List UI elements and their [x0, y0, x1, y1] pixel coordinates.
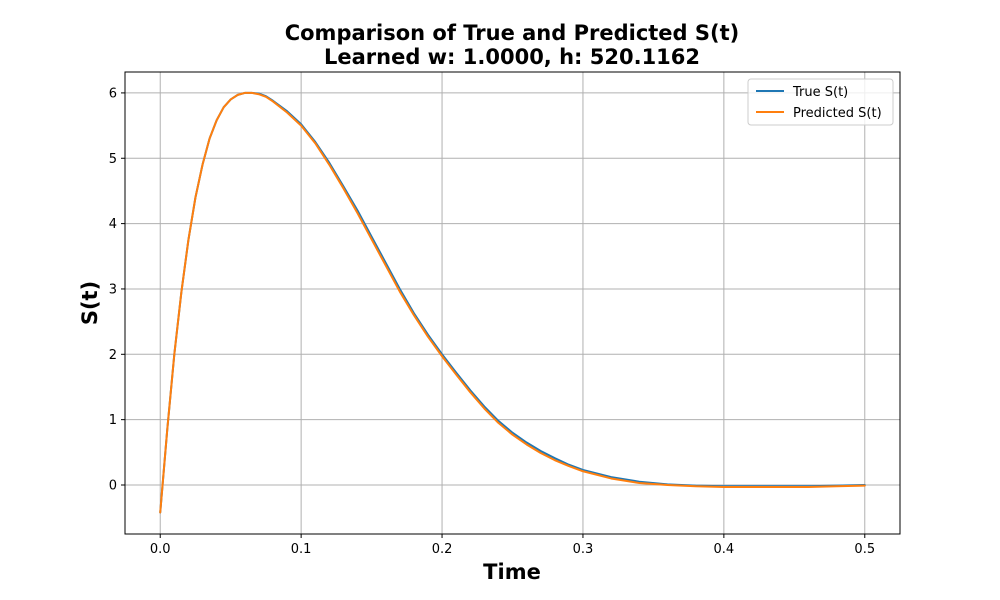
x-tick-label: 0.1	[291, 542, 312, 557]
x-axis-label: Time	[483, 560, 541, 584]
y-tick-label: 6	[109, 86, 117, 101]
series-lines	[159, 91, 866, 514]
axis-ticks: 0.0 0.1 0.2 0.3 0.4 0.5 0 1 2 3 4 5 6	[109, 86, 875, 557]
y-tick-label: 2	[109, 348, 117, 363]
x-tick-label: 0.2	[432, 542, 453, 557]
chart-title: Comparison of True and Predicted S(t)	[285, 21, 740, 45]
x-tick-label: 0.3	[573, 542, 594, 557]
series-line-true	[159, 91, 866, 514]
y-axis-label: S(t)	[78, 281, 102, 325]
legend-box	[747, 78, 894, 126]
legend-label-predicted: Predicted S(t)	[793, 106, 882, 121]
chart-subtitle: Learned w: 1.0000, h: 520.1162	[324, 45, 700, 69]
x-tick-label: 0.0	[150, 542, 171, 557]
legend-label-true: True S(t)	[792, 85, 848, 100]
y-tick-label: 4	[109, 217, 117, 232]
y-tick-label: 1	[109, 413, 117, 428]
grid	[125, 72, 900, 534]
legend: True S(t) Predicted S(t)	[747, 78, 894, 126]
plot-area-frame	[124, 71, 901, 535]
x-tick-label: 0.4	[714, 542, 735, 557]
x-tick-label: 0.5	[854, 542, 875, 557]
y-tick-label: 0	[109, 478, 117, 493]
series-line-predicted	[159, 91, 866, 514]
y-tick-label: 3	[109, 282, 117, 297]
y-tick-label: 5	[109, 152, 117, 167]
